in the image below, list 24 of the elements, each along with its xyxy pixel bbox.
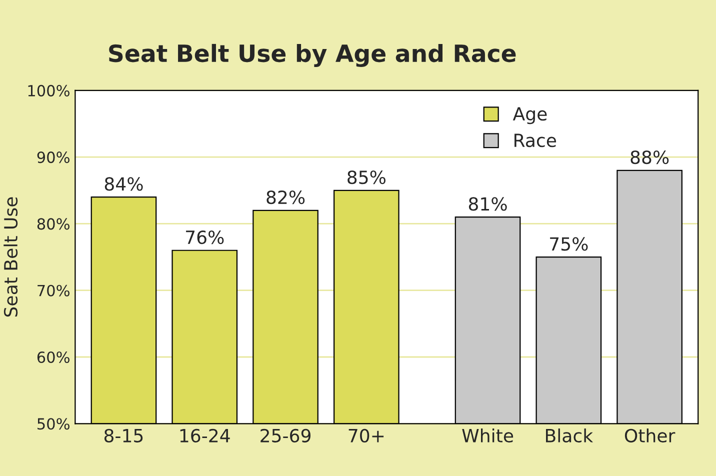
data-label: 76% [186,230,224,244]
x-tick-label: 8-15 [104,428,143,442]
y-tick-label: 80% [37,218,70,230]
y-axis-title: Seat Belt Use [4,197,18,317]
x-tick-label: Black [546,428,594,442]
y-tick-label: 60% [37,351,70,364]
data-label: 82% [266,190,305,204]
y-tick-label: 90% [37,152,70,164]
x-tick-label: 16-24 [180,428,230,442]
data-label: 85% [348,170,386,184]
y-tick-label: 50% [38,418,70,430]
legend-label: Age [512,107,547,124]
x-tick-label: White [462,428,514,442]
x-tick-label: Other [624,428,676,442]
data-label: 81% [468,197,507,211]
data-label: 88% [630,150,669,164]
x-tick-label: 70+ [348,428,384,442]
x-tick-label: 25-69 [260,428,310,442]
legend-label: Race [514,134,556,148]
data-label: 84% [104,177,143,191]
y-tick-label: 100% [28,84,70,96]
chart-title: Seat Belt Use by Age and Race [109,44,516,67]
data-label: 75% [550,237,588,251]
y-tick-label: 70% [38,284,70,296]
